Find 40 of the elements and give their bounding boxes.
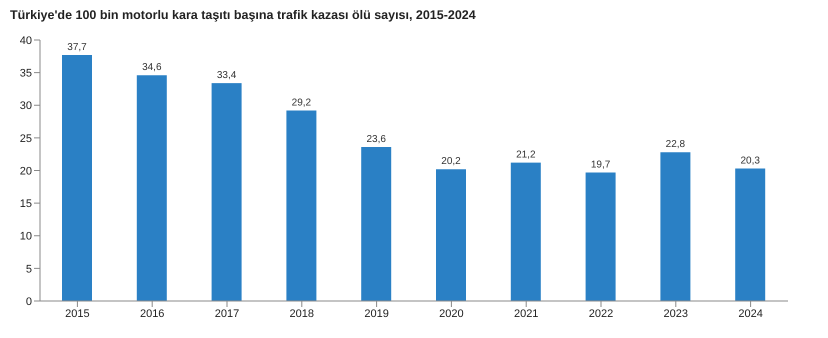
y-tick-label: 10 xyxy=(20,230,32,243)
x-tick-label: 2015 xyxy=(65,308,90,320)
y-tick-label: 30 xyxy=(20,100,32,112)
y-tick-label: 20 xyxy=(20,165,32,178)
data-label: 21,2 xyxy=(516,150,536,161)
data-label: 20,2 xyxy=(441,156,462,168)
x-tick-label: 2023 xyxy=(664,308,688,320)
x-tick-label: 2024 xyxy=(738,308,763,320)
x-tick-label: 2021 xyxy=(514,308,538,320)
x-tick-label: 2019 xyxy=(364,308,389,320)
data-label: 22,8 xyxy=(666,139,686,150)
data-label: 23,6 xyxy=(366,134,386,146)
y-tick-label: 40 xyxy=(20,34,32,47)
data-label: 33,4 xyxy=(216,70,237,82)
bar xyxy=(286,110,316,301)
y-tick-label: 25 xyxy=(20,132,32,145)
x-tick-label: 2022 xyxy=(588,308,614,320)
bar xyxy=(586,172,616,301)
bar xyxy=(436,169,466,301)
y-tick-label: 0 xyxy=(26,296,32,308)
y-tick-label: 15 xyxy=(20,198,32,210)
data-label: 20,3 xyxy=(740,156,760,167)
chart-title: Türkiye'de 100 bin motorlu kara taşıtı başına trafik kazası ölü sayısı, 2015-2024 xyxy=(9,8,477,24)
bar xyxy=(510,162,541,301)
y-tick-label: 5 xyxy=(26,263,32,276)
bar xyxy=(361,147,392,301)
x-tick-label: 2018 xyxy=(290,308,314,320)
bar xyxy=(212,83,242,301)
bar xyxy=(660,152,690,301)
data-label: 34,6 xyxy=(142,62,162,74)
x-tick-label: 2016 xyxy=(140,308,164,320)
y-tick-label: 35 xyxy=(20,68,32,80)
bar xyxy=(735,168,766,301)
data-label: 19,7 xyxy=(590,159,611,170)
bar xyxy=(62,55,92,301)
x-tick-label: 2017 xyxy=(214,308,240,320)
data-label: 29,2 xyxy=(292,97,312,108)
bar xyxy=(136,75,167,301)
data-label: 37,7 xyxy=(67,42,88,54)
x-tick-label: 2020 xyxy=(439,308,464,320)
